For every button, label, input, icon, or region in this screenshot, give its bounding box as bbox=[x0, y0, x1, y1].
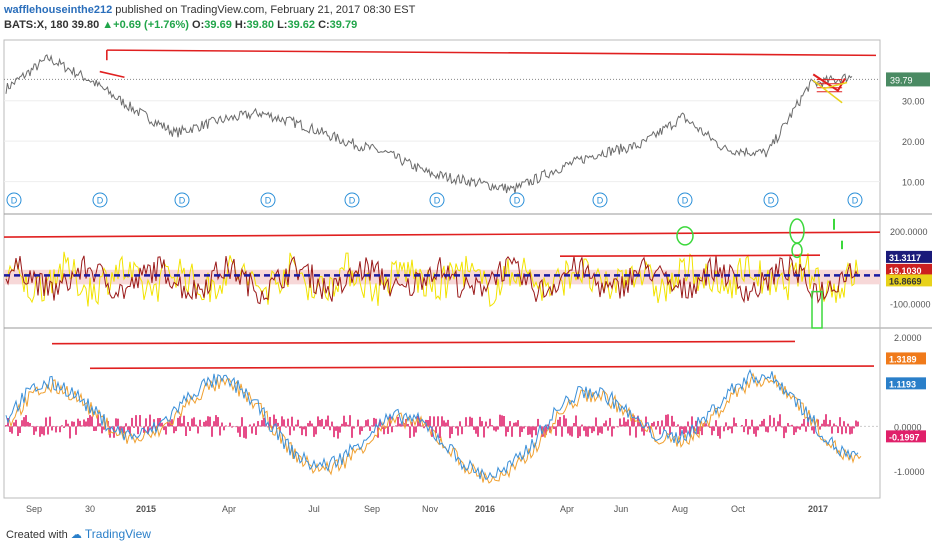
macd-panel[interactable]: 2.0000 0.0000 -1.0000 1.3189 1.1193 -0.1997 bbox=[4, 333, 926, 484]
macd-resistance-line bbox=[89, 365, 875, 370]
time-axis-label: Sep bbox=[364, 504, 380, 514]
time-axis-label: 30 bbox=[85, 504, 95, 514]
osc-value-tag-text: 31.3117 bbox=[889, 253, 921, 263]
osc-annotation-circle bbox=[676, 226, 694, 246]
dividend-marker-label: D bbox=[434, 196, 441, 206]
dividend-marker bbox=[847, 192, 863, 208]
macd-value-tag bbox=[886, 377, 926, 390]
dividend-marker-label: D bbox=[597, 196, 604, 206]
dividend-marker-label: D bbox=[514, 196, 521, 206]
dividend-marker-label: D bbox=[265, 196, 272, 206]
osc-value-tag-text: 19.1030 bbox=[889, 266, 922, 276]
osc-annotation-circle bbox=[789, 218, 805, 244]
dividend-marker bbox=[677, 192, 693, 208]
low-value: 39.62 bbox=[287, 19, 315, 31]
publish-header: wafflehouseinthe212 published on Trading… bbox=[4, 4, 415, 16]
tradingview-cloud-icon: ☁ bbox=[70, 529, 82, 541]
osc-annotation-bar bbox=[811, 290, 823, 329]
price-tick-label: 30.00 bbox=[902, 97, 925, 107]
low-label: L: bbox=[277, 19, 288, 31]
dividend-marker bbox=[6, 192, 22, 208]
time-axis-label: 2015 bbox=[136, 504, 156, 514]
time-axis-label: Oct bbox=[731, 504, 746, 514]
dividend-marker-label: D bbox=[349, 196, 356, 206]
symbol-label: BATS:X, 180 bbox=[4, 19, 69, 31]
symbol-legend: BATS:X, 180 39.80 ▲+0.69 (+1.76%) O:39.6… bbox=[4, 19, 357, 31]
time-axis-label: 2016 bbox=[475, 504, 495, 514]
up-arrow-icon: ▲ bbox=[102, 19, 114, 31]
resistance-line bbox=[106, 49, 877, 57]
chart-frame bbox=[3, 39, 932, 499]
macd-signal-series bbox=[8, 372, 862, 484]
short-resistance-line bbox=[99, 70, 125, 79]
dividend-marker bbox=[592, 192, 608, 208]
dividend-marker bbox=[174, 192, 190, 208]
time-axis-label: Aug bbox=[672, 504, 688, 514]
high-value: 39.80 bbox=[246, 19, 275, 31]
close-value: 39.79 bbox=[329, 19, 358, 31]
dividend-marker bbox=[429, 192, 445, 208]
wedge-yellow bbox=[823, 81, 848, 90]
osc-signal-series bbox=[5, 251, 859, 307]
tradingview-brand[interactable]: TradingView bbox=[84, 527, 151, 541]
dividend-marker-label: D bbox=[852, 196, 859, 206]
osc-annotation-circle bbox=[791, 242, 803, 259]
time-axis-label: Apr bbox=[560, 504, 574, 514]
dividend-marker bbox=[344, 192, 360, 208]
osc-value-tag bbox=[886, 263, 932, 276]
chart-area[interactable]: 30.00 20.00 10.00 39.79 D D D D D D D D D D D 200.0000… bbox=[0, 36, 932, 522]
price-change: +0.69 (+1.76%) bbox=[113, 19, 189, 31]
price-tick-label: 10.00 bbox=[902, 178, 925, 188]
macd-value-tag-text: 1.1193 bbox=[889, 379, 916, 389]
macd-value-tag bbox=[886, 430, 926, 443]
price-panel[interactable]: 30.00 20.00 10.00 39.79 D D D D D D D D D D D bbox=[4, 49, 930, 208]
close-label: C: bbox=[318, 19, 330, 31]
last-price-tag bbox=[886, 72, 930, 87]
osc-tick-label: -100.0000 bbox=[890, 300, 931, 310]
footer: Created with ☁ TradingView bbox=[6, 527, 151, 541]
osc-value-tag-text: 16.8669 bbox=[889, 276, 922, 286]
high-label: H: bbox=[234, 19, 247, 31]
last-price: 39.80 bbox=[71, 19, 100, 31]
osc-value-tag bbox=[886, 274, 932, 287]
time-axis-label: Jun bbox=[614, 504, 629, 514]
published-text: published on TradingView.com, February 2… bbox=[115, 4, 416, 16]
last-price-tag-text: 39.79 bbox=[890, 75, 913, 85]
osc-value-tag bbox=[886, 250, 932, 263]
dividend-marker-label: D bbox=[179, 196, 186, 206]
time-axis-label: Jul bbox=[308, 504, 320, 514]
author-link[interactable]: wafflehouseinthe212 bbox=[4, 4, 113, 16]
open-label: O: bbox=[192, 19, 205, 31]
macd-value-tag-text: -0.1997 bbox=[889, 432, 920, 442]
dividend-marker-label: D bbox=[682, 196, 689, 206]
macd-tick-label: 2.0000 bbox=[894, 333, 922, 343]
wedge-yellow bbox=[812, 79, 843, 104]
dividend-marker-label: D bbox=[97, 196, 104, 206]
created-with-text: Created with bbox=[6, 529, 68, 541]
dividend-marker bbox=[260, 192, 276, 208]
price-series bbox=[5, 54, 853, 194]
dividend-marker bbox=[509, 192, 525, 208]
macd-tick-label: -1.0000 bbox=[894, 467, 925, 477]
macd-value-tag bbox=[886, 352, 926, 365]
osc-tick-label: 200.0000 bbox=[890, 227, 928, 237]
osc-resistance-line bbox=[559, 254, 821, 258]
dividend-marker bbox=[92, 192, 108, 208]
macd-main-series bbox=[5, 368, 859, 481]
time-axis: Sep 30 2015 Apr Jul Sep Nov 2016 Apr Jun Aug Oct 201… bbox=[26, 504, 828, 514]
time-axis-label: Nov bbox=[422, 504, 439, 514]
open-value: 39.69 bbox=[204, 19, 232, 31]
price-tick-label: 20.00 bbox=[902, 137, 925, 147]
dividend-marker bbox=[763, 192, 779, 208]
macd-resistance-line bbox=[51, 340, 796, 345]
osc-resistance-line bbox=[3, 231, 881, 238]
dividend-marker-label: D bbox=[768, 196, 775, 206]
time-axis-label: Apr bbox=[222, 504, 236, 514]
macd-value-tag-text: 1.3189 bbox=[889, 354, 917, 364]
time-axis-label: Sep bbox=[26, 504, 42, 514]
macd-tick-label: 0.0000 bbox=[894, 422, 922, 432]
dividend-marker-label: D bbox=[11, 196, 18, 206]
time-axis-label: 2017 bbox=[808, 504, 828, 514]
